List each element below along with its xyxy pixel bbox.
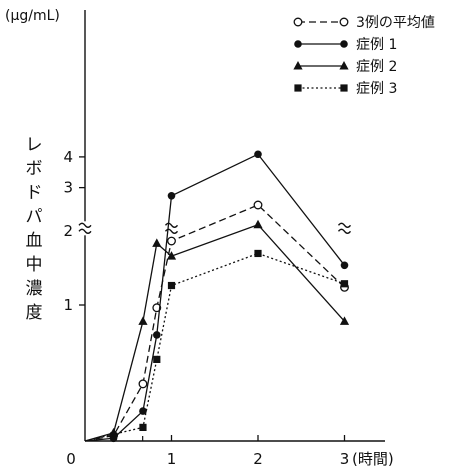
data-point-triangle xyxy=(152,238,162,247)
y-axis-label-char: ド xyxy=(26,183,43,203)
data-point-circle-open xyxy=(339,17,349,27)
axis-break-wave xyxy=(78,228,92,234)
axis-break-wave xyxy=(337,228,352,234)
y-axis-label-char: パ xyxy=(26,207,43,227)
y-axis-label-char: 中 xyxy=(26,255,43,275)
data-point-circle-open xyxy=(167,236,176,246)
legend-label: 症例 1 xyxy=(356,37,397,53)
series-4 xyxy=(84,249,349,442)
legend-label: 3例の平均値 xyxy=(356,15,435,31)
y-axis-label-char: 血 xyxy=(26,231,43,251)
data-point-circle xyxy=(139,407,147,415)
axis-break-wave xyxy=(337,222,352,228)
legend-item-2: 症例 1 xyxy=(294,37,397,53)
series-line xyxy=(84,252,345,442)
data-point-circle xyxy=(254,150,262,159)
axis-break-wave xyxy=(164,228,179,234)
data-point-square xyxy=(153,355,161,363)
data-point-circle xyxy=(167,191,176,200)
series-line xyxy=(84,153,346,442)
series-line xyxy=(84,223,345,442)
data-point-square xyxy=(340,280,349,288)
axis-break-symbol xyxy=(164,221,179,236)
data-point-square xyxy=(167,281,176,290)
axis-break-mask xyxy=(337,221,352,236)
y-axis-label-char: 度 xyxy=(26,303,43,323)
data-point-square xyxy=(294,84,302,92)
ticks: 1 2 3 4 0 1 2 3 xyxy=(63,148,352,468)
x-tick-label: 1 xyxy=(167,450,177,468)
data-point-square xyxy=(139,423,147,431)
legend-item-1: 3例の平均値 xyxy=(293,15,435,31)
data-point-triangle xyxy=(138,316,148,325)
data-point-circle-open xyxy=(293,17,303,27)
series-3 xyxy=(84,219,350,442)
legend-label: 症例 3 xyxy=(356,81,397,97)
data-point-circle-open xyxy=(253,200,263,210)
axis-break-wave xyxy=(164,222,179,228)
data-point-circle xyxy=(152,331,161,339)
data-point-triangle xyxy=(166,251,177,260)
data-point-triangle xyxy=(339,316,350,325)
x-tick-label: 3 xyxy=(340,450,350,468)
data-point-triangle xyxy=(339,61,349,70)
x-tick-label: 2 xyxy=(253,450,263,468)
data-point-square xyxy=(254,249,262,258)
series-2 xyxy=(84,150,349,443)
data-point-circle xyxy=(294,40,302,48)
data-point-circle xyxy=(340,261,349,270)
axis-break-mask xyxy=(78,221,92,236)
y-tick-label: 3 xyxy=(63,179,73,197)
y-axis-label-char: レ xyxy=(26,135,43,155)
y-tick-label: 1 xyxy=(63,296,73,314)
legend-label: 症例 2 xyxy=(356,59,397,75)
y-axis-label-char: 濃 xyxy=(26,279,43,299)
data-point-circle xyxy=(340,40,348,48)
y-tick-label: 2 xyxy=(63,222,73,240)
data-point-circle-open xyxy=(138,379,148,389)
y-unit-label: (μg/mL) xyxy=(5,8,60,24)
data-point-square xyxy=(340,84,348,92)
x-unit-label: (時間) xyxy=(352,450,394,468)
y-axis-label-char: ボ xyxy=(26,159,43,179)
x-tick-label: 0 xyxy=(66,450,76,468)
legend-item-3: 症例 2 xyxy=(293,59,397,75)
y-tick-label: 4 xyxy=(63,148,73,166)
data-point-triangle xyxy=(253,219,263,229)
axis-break-wave xyxy=(78,222,92,228)
axis-break-symbol xyxy=(337,221,352,236)
data-point-circle xyxy=(109,434,118,443)
data-point-triangle xyxy=(293,61,303,70)
data-point-circle-open xyxy=(152,303,162,313)
axis-break-symbol xyxy=(78,221,92,236)
series-layer xyxy=(84,150,350,443)
series-1 xyxy=(84,200,349,442)
legend-item-4: 症例 3 xyxy=(294,81,397,97)
